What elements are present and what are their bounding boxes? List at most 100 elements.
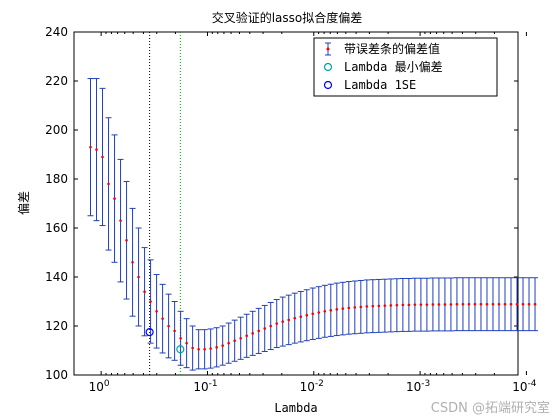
lambda-1se-marker xyxy=(145,328,154,337)
data-point xyxy=(209,347,212,350)
y-tick-label: 220 xyxy=(45,74,68,88)
data-point xyxy=(293,316,297,320)
data-point xyxy=(389,304,393,307)
data-point xyxy=(167,324,170,328)
data-point xyxy=(311,312,315,316)
legend-circle-icon xyxy=(323,80,333,90)
legend: 带误差条的偏差值 Lambda 最小偏差 Lambda 1SE xyxy=(313,37,498,97)
data-point xyxy=(299,315,303,318)
data-point xyxy=(317,311,321,314)
data-point xyxy=(305,313,309,317)
data-point xyxy=(191,346,194,350)
data-point xyxy=(491,302,495,306)
data-point xyxy=(461,302,465,306)
data-point xyxy=(413,303,417,306)
data-point xyxy=(143,290,146,294)
data-point xyxy=(407,303,411,307)
lambda-min-marker xyxy=(176,345,185,354)
x-tick-label: 10-3 xyxy=(406,379,430,394)
data-point xyxy=(329,309,333,312)
data-point xyxy=(515,302,519,306)
data-point xyxy=(401,303,405,307)
data-point xyxy=(155,310,158,313)
data-point xyxy=(527,302,531,306)
data-point xyxy=(467,302,471,306)
data-point xyxy=(395,303,399,307)
data-point xyxy=(215,346,218,349)
data-point xyxy=(269,324,273,328)
x-tick-label: 100 xyxy=(89,379,110,394)
data-point xyxy=(263,327,267,330)
data-point xyxy=(431,303,435,306)
x-tick-label: 10-4 xyxy=(512,379,537,394)
y-tick-label: 240 xyxy=(45,25,68,39)
data-point xyxy=(341,307,345,310)
data-point xyxy=(251,332,254,335)
data-point xyxy=(425,303,429,306)
data-point xyxy=(101,155,104,159)
data-point xyxy=(173,329,176,333)
data-point xyxy=(419,303,423,306)
x-tick-label: 10-2 xyxy=(300,379,324,394)
data-points xyxy=(89,145,537,351)
data-point xyxy=(449,303,453,306)
data-point xyxy=(455,302,459,306)
legend-point-icon xyxy=(326,47,330,51)
data-point xyxy=(443,303,447,306)
data-point xyxy=(239,336,242,340)
data-point xyxy=(185,341,188,345)
data-point xyxy=(149,300,152,303)
data-point xyxy=(281,320,285,323)
data-point xyxy=(107,182,110,186)
data-point xyxy=(359,305,363,309)
data-point xyxy=(323,310,327,313)
y-tick-label: 120 xyxy=(45,319,68,333)
data-point xyxy=(89,145,92,149)
watermark: CSDN @拓端研究室 xyxy=(430,401,550,416)
data-point xyxy=(353,306,357,309)
data-point xyxy=(473,302,477,306)
data-point xyxy=(257,329,261,333)
data-point xyxy=(113,197,116,200)
data-point xyxy=(365,305,369,308)
data-point xyxy=(197,347,200,351)
data-point xyxy=(227,341,230,345)
data-point xyxy=(203,347,206,351)
data-point xyxy=(347,306,351,310)
data-point xyxy=(245,334,248,338)
data-point xyxy=(233,339,236,343)
data-point xyxy=(479,302,483,306)
axis-ticks: 100 120 140 160 180 200 220 240 100 10-1 10-2 10-3 1… xyxy=(45,25,537,394)
y-tick-label: 160 xyxy=(45,221,68,235)
legend-label: 带误差条的偏差值 xyxy=(344,41,440,56)
y-tick-label: 140 xyxy=(45,270,68,284)
legend-box xyxy=(313,37,498,97)
x-tick-label: 10-1 xyxy=(193,379,217,394)
data-point xyxy=(503,302,507,306)
chart-title: 交叉验证的lasso拟合度偏差 xyxy=(212,10,363,25)
legend-label: Lambda 最小偏差 xyxy=(344,59,443,74)
data-point xyxy=(335,308,339,311)
data-point xyxy=(221,344,224,347)
data-point xyxy=(377,304,381,308)
data-point xyxy=(485,302,489,306)
data-point xyxy=(437,303,441,306)
legend-label: Lambda 1SE xyxy=(344,78,416,92)
data-point xyxy=(119,219,122,222)
data-point xyxy=(137,275,140,279)
lambda-markers xyxy=(145,328,185,354)
legend-circle-icon xyxy=(323,62,333,72)
data-point xyxy=(371,304,375,308)
data-point xyxy=(95,148,98,151)
data-point xyxy=(125,238,128,242)
data-point xyxy=(521,302,525,306)
y-tick-label: 100 xyxy=(45,368,68,382)
y-tick-label: 180 xyxy=(45,172,68,186)
y-tick-label: 200 xyxy=(45,123,68,137)
data-point xyxy=(287,318,291,322)
y-axis-label: 偏差 xyxy=(16,191,31,215)
data-point xyxy=(509,302,513,306)
data-point xyxy=(131,261,134,264)
x-axis-label: Lambda xyxy=(274,401,317,415)
